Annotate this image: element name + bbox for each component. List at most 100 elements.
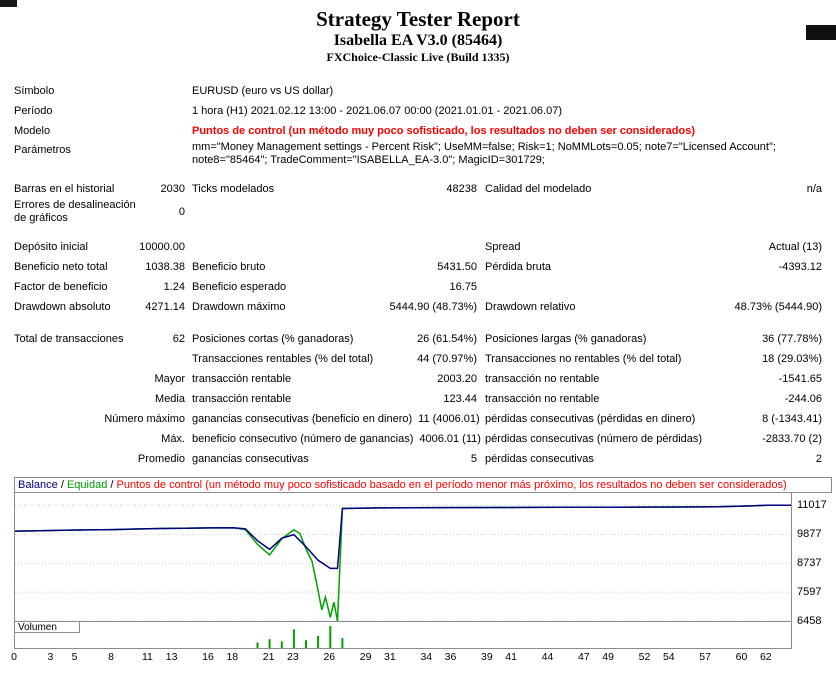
row-model: Modelo Puntos de control (un método muy … xyxy=(14,121,822,141)
x-tick-label: 60 xyxy=(735,651,748,663)
rel-dd-label: Drawdown relativo xyxy=(485,301,576,313)
row-period: Período 1 hora (H1) 2021.02.12 13:00 - 2… xyxy=(14,101,822,121)
avg-consec-label: Promedio xyxy=(137,453,185,465)
x-tick-label: 29 xyxy=(359,651,372,663)
plots: Volumen xyxy=(14,492,792,649)
max-consec-wins-value: 11 (4006.01) xyxy=(418,413,480,425)
loss-trades-value: 18 (29.03%) xyxy=(762,353,822,365)
ticks-label: Ticks modelados xyxy=(192,183,275,195)
max-consec-losses-value: 8 (-1343.41) xyxy=(762,413,822,425)
mismatch-label: Errores de desalineación de gráficos xyxy=(14,199,136,224)
profit-trades-value: 44 (70.97%) xyxy=(417,353,477,365)
broker-build: FXChoice-Classic Live (Build 1335) xyxy=(326,50,510,64)
legend-separator: / xyxy=(57,479,67,491)
profit-factor-value: 1.24 xyxy=(163,281,185,293)
row-profit: Beneficio neto total 1038.38 Beneficio br… xyxy=(14,257,822,277)
row-largest: Mayor transacción rentable 2003.20 transa… xyxy=(14,369,822,389)
expected-payoff-value: 16.75 xyxy=(449,281,477,293)
x-tick-label: 11 xyxy=(141,651,153,663)
row-profit-loss-trades: Transacciones rentables (% del total) 44 … xyxy=(14,349,822,369)
x-tick-label: 18 xyxy=(226,651,239,663)
maximal-loss-label: pérdidas consecutivas (número de pérdida… xyxy=(485,433,703,445)
row-symbol: Símbolo EURUSD (euro vs US dollar) xyxy=(14,81,822,101)
rel-dd-value: 48.73% (5444.90) xyxy=(734,301,822,313)
x-tick-label: 31 xyxy=(384,651,396,663)
screenshot-artifact-top-right xyxy=(806,25,836,40)
row-parameters: Parámetros mm="Money Management settings… xyxy=(14,141,822,167)
x-tick-label: 41 xyxy=(505,651,517,663)
legend-equity: Equidad xyxy=(66,479,108,491)
long-positions-label: Posiciones largas (% ganadoras) xyxy=(485,333,647,345)
average-loss-value: -244.06 xyxy=(784,393,822,405)
x-tick-label: 0 xyxy=(11,651,17,663)
short-positions-label: Posiciones cortas (% ganadoras) xyxy=(192,333,354,345)
parameters-value: mm="Money Management settings - Percent … xyxy=(192,141,776,166)
expected-payoff-label: Beneficio esperado xyxy=(192,281,287,293)
short-positions-value: 26 (61.54%) xyxy=(417,333,477,345)
row-mismatch: Errores de desalineación de gráficos 0 xyxy=(14,199,822,225)
y-tick-label: 7597 xyxy=(797,586,822,599)
max-dd-value: 5444.90 (48.73%) xyxy=(389,301,477,313)
x-tick-label: 49 xyxy=(602,651,614,663)
deposit-label: Depósito inicial xyxy=(14,241,88,253)
largest-loss-label: transacción no rentable xyxy=(485,373,600,385)
deposit-value: 10000.00 xyxy=(139,241,185,253)
total-trades-value: 62 xyxy=(172,333,185,345)
volume-label: Volumen xyxy=(14,621,80,633)
x-tick-label: 3 xyxy=(47,651,54,663)
maximal-label: Máx. xyxy=(161,433,185,445)
total-trades-label: Total de transacciones xyxy=(14,333,124,345)
section-gap xyxy=(14,225,822,237)
avg-consec-losses-value: 2 xyxy=(815,453,822,465)
gross-profit-label: Beneficio bruto xyxy=(192,261,266,273)
max-dd-label: Drawdown máximo xyxy=(192,301,286,313)
results-graph: Balance / Equidad / Puntos de control (u… xyxy=(11,477,832,665)
x-tick-label: 34 xyxy=(420,651,433,663)
legend-separator: / xyxy=(107,479,117,491)
bars-value: 2030 xyxy=(160,183,185,195)
x-tick-label: 54 xyxy=(662,651,675,663)
loss-trades-label: Transacciones no rentables (% del total) xyxy=(485,353,682,365)
period-label: Período xyxy=(14,105,53,117)
row-bars-ticks-quality: Barras en el historial 2030 Ticks modelad… xyxy=(14,179,822,199)
row-average-consecutive: Promedio ganancias consecutivas 5 pérdida… xyxy=(14,449,822,469)
average-label: Media xyxy=(155,393,185,405)
row-maximal-consecutive: Máx. beneficio consecutivo (número de ga… xyxy=(14,429,822,449)
row-deposit-spread: Depósito inicial 10000.00 Spread Actual (1… xyxy=(14,237,822,257)
period-value: 1 hora (H1) 2021.02.12 13:00 - 2021.06.0… xyxy=(192,104,563,117)
balance-equity-chart xyxy=(14,492,792,622)
abs-dd-label: Drawdown absoluto xyxy=(14,301,111,313)
largest-label: Mayor xyxy=(154,373,185,385)
largest-profit-label: transacción rentable xyxy=(192,373,292,385)
maximal-loss-value: -2833.70 (2) xyxy=(762,433,822,445)
legend-warning: Puntos de control (un método muy poco so… xyxy=(116,479,787,491)
abs-dd-value: 4271.14 xyxy=(145,301,185,313)
x-tick-label: 62 xyxy=(759,651,772,663)
x-tick-label: 44 xyxy=(541,651,554,663)
max-count-label: Número máximo xyxy=(104,413,185,425)
ticks-value: 48238 xyxy=(446,183,477,195)
spread-label: Spread xyxy=(485,241,521,253)
report-table: Símbolo EURUSD (euro vs US dollar) Perío… xyxy=(14,81,822,469)
x-axis-labels: 0 3 5 8 11 13 16 18 21 23 26 29 31 34 36 39 41 44 47 49 52 54… xyxy=(11,651,792,665)
model-value: Puntos de control (un método muy poco so… xyxy=(192,124,696,137)
screenshot-artifact-top-left xyxy=(0,0,17,7)
row-drawdown: Drawdown absoluto 4271.14 Drawdown máximo… xyxy=(14,297,822,317)
average-loss-label: transacción no rentable xyxy=(485,393,600,405)
largest-loss-value: -1541.65 xyxy=(778,373,822,385)
largest-profit-value: 2003.20 xyxy=(437,373,477,385)
x-tick-label: 8 xyxy=(108,651,114,663)
quality-label: Calidad del modelado xyxy=(485,183,592,195)
x-tick-label: 47 xyxy=(578,651,590,663)
x-tick-label: 39 xyxy=(481,651,493,663)
x-tick-label: 36 xyxy=(444,651,457,663)
avg-consec-wins-value: 5 xyxy=(470,453,477,465)
legend-balance: Balance xyxy=(18,479,58,491)
x-tick-label: 23 xyxy=(287,651,299,663)
row-total-trades: Total de transacciones 62 Posiciones cort… xyxy=(14,329,822,349)
ea-name: Isabella EA V3.0 (85464) xyxy=(333,32,503,49)
symbol-label: Símbolo xyxy=(14,85,55,97)
profit-factor-label: Factor de beneficio xyxy=(14,281,108,293)
quality-value: n/a xyxy=(806,183,822,195)
model-label: Modelo xyxy=(14,125,51,137)
